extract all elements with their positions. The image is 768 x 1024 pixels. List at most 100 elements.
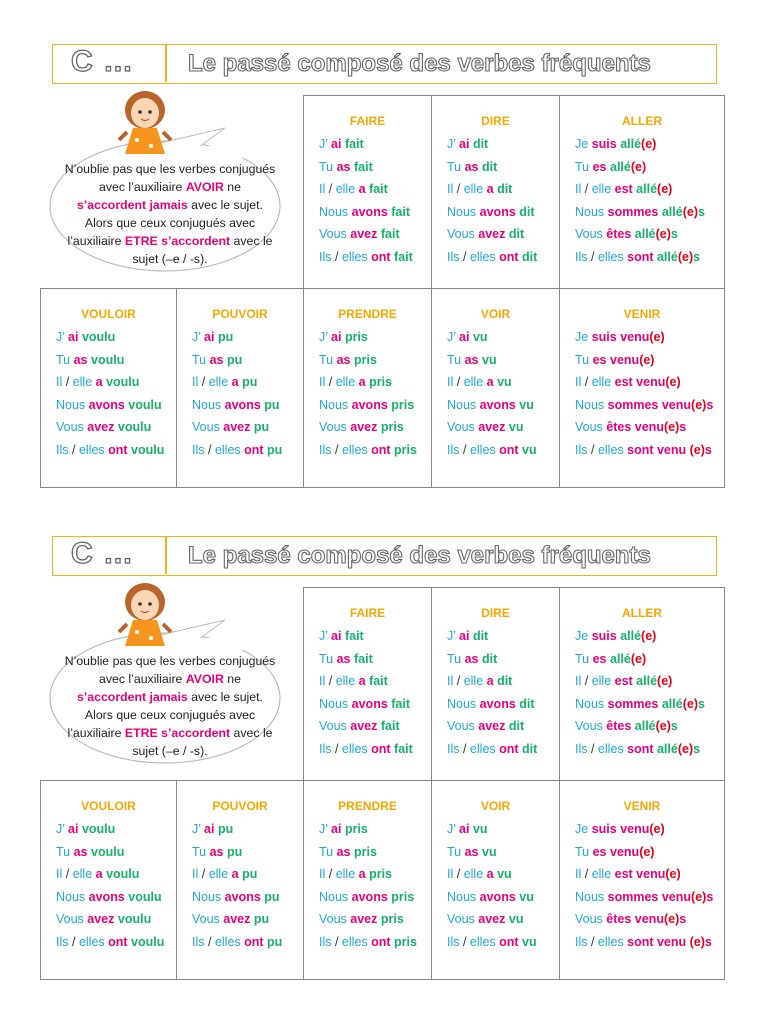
word: elles <box>341 443 372 457</box>
word: avons <box>479 397 520 412</box>
word: allé <box>610 651 631 666</box>
word: s <box>679 912 687 927</box>
word: vu <box>497 867 512 882</box>
verb-heading: FAIRE <box>349 606 386 620</box>
conjugation: Je suis allé(e) <box>575 137 656 151</box>
illustration <box>49 91 305 272</box>
conjugation: Nous avons vu <box>447 890 534 904</box>
word: / <box>590 443 598 457</box>
word: s <box>706 397 714 412</box>
verb-cell: VENIR Je suis venu(e) Tu es venu(e) Il / el… <box>559 288 725 488</box>
verb-heading: VOULOIR <box>81 799 136 813</box>
note-part: N’oublie pas que les verbes conjugués av… <box>64 654 276 686</box>
word: dit <box>508 227 525 242</box>
word: allé <box>634 227 656 242</box>
word: as <box>73 352 91 367</box>
conjugation: J’ ai vu <box>447 822 488 836</box>
word: J’ <box>319 822 332 836</box>
word: ont <box>499 742 523 756</box>
verb-cell: FAIRE J’ ai fait Tu as fait Il / elle a fai… <box>303 587 432 781</box>
word: dit <box>497 674 513 689</box>
note-part: AVOIR <box>185 180 224 194</box>
word: fait <box>391 696 411 711</box>
word: Il <box>319 867 329 882</box>
conjugation: Il / elle a vu <box>447 867 512 881</box>
conjugation: Tu as fait <box>319 160 373 174</box>
conjugation: Je suis venu(e) <box>575 330 665 344</box>
word: avons <box>224 889 265 904</box>
word: Vous <box>319 227 351 242</box>
note: N’oublie pas que les verbes conjugués av… <box>63 160 277 268</box>
word: Nous <box>56 397 89 412</box>
word: a <box>358 867 370 882</box>
word: elle <box>463 375 487 390</box>
word: Nous <box>575 889 608 904</box>
word: allé <box>634 719 656 734</box>
word: voulu <box>106 375 140 390</box>
word: Ils <box>319 742 335 756</box>
word: elles <box>341 250 372 264</box>
word: (e) <box>630 159 647 174</box>
word: elles <box>78 935 109 949</box>
word: pu <box>253 912 270 927</box>
word: / <box>328 375 336 390</box>
word: fait <box>354 651 373 666</box>
word: Nous <box>447 397 480 412</box>
word: elles <box>597 443 628 457</box>
word: s <box>704 935 712 949</box>
conjugation: Nous sommes venu(e)s <box>575 398 713 412</box>
word: pu <box>267 443 283 457</box>
conjugation: Ils / elles ont pris <box>319 443 417 457</box>
word: Vous <box>575 227 607 242</box>
word: voulu <box>91 844 125 859</box>
word: a <box>358 375 370 390</box>
word: s <box>679 420 687 435</box>
word: elles <box>341 935 372 949</box>
word: fait <box>394 742 413 756</box>
header-letter: C … <box>70 536 134 570</box>
word: / <box>456 375 464 390</box>
word: pu <box>264 889 280 904</box>
word: Tu <box>447 651 465 666</box>
word: as <box>464 844 482 859</box>
word: Nous <box>319 204 352 219</box>
word: as <box>464 352 482 367</box>
word: (e) <box>682 204 698 219</box>
conjugation: J’ ai pu <box>192 822 233 836</box>
word: avons <box>88 889 129 904</box>
note-part: avec le sujet. Alors que ceux conjugués … <box>67 198 263 248</box>
word: Ils <box>319 443 335 457</box>
word: voulu <box>91 352 125 367</box>
word: dit <box>472 629 489 643</box>
word: pris <box>391 889 415 904</box>
word: venu <box>634 912 664 927</box>
word: a <box>231 867 243 882</box>
word: / <box>590 935 598 949</box>
word: avons <box>351 696 392 711</box>
word: / <box>462 935 470 949</box>
conjugation: Tu as pris <box>319 353 377 367</box>
conjugation: Vous avez dit <box>447 227 524 241</box>
conjugation: Vous avez voulu <box>56 912 151 926</box>
word: Il <box>575 674 585 689</box>
word: / <box>201 867 209 882</box>
conjugation: Ils / elles ont dit <box>447 250 537 264</box>
conjugation: Tu as vu <box>447 845 497 859</box>
word: avons <box>479 204 520 219</box>
note-part: avec le sujet. Alors que ceux conjugués … <box>67 690 263 740</box>
word: pris <box>394 935 417 949</box>
conjugation: Il / elle a dit <box>447 182 512 196</box>
word: avons <box>351 204 392 219</box>
word: pu <box>227 844 243 859</box>
word: Vous <box>575 420 607 435</box>
conjugation: Tu es venu(e) <box>575 845 654 859</box>
word: vu <box>472 330 488 344</box>
conjugation: Il / elle a pris <box>319 375 392 389</box>
word: J’ <box>319 629 332 643</box>
word: ont <box>499 935 523 949</box>
conjugation: Vous avez fait <box>319 719 400 733</box>
word: vu <box>519 397 534 412</box>
word: elles <box>597 250 628 264</box>
conjugation: Ils / elles ont pu <box>192 443 282 457</box>
